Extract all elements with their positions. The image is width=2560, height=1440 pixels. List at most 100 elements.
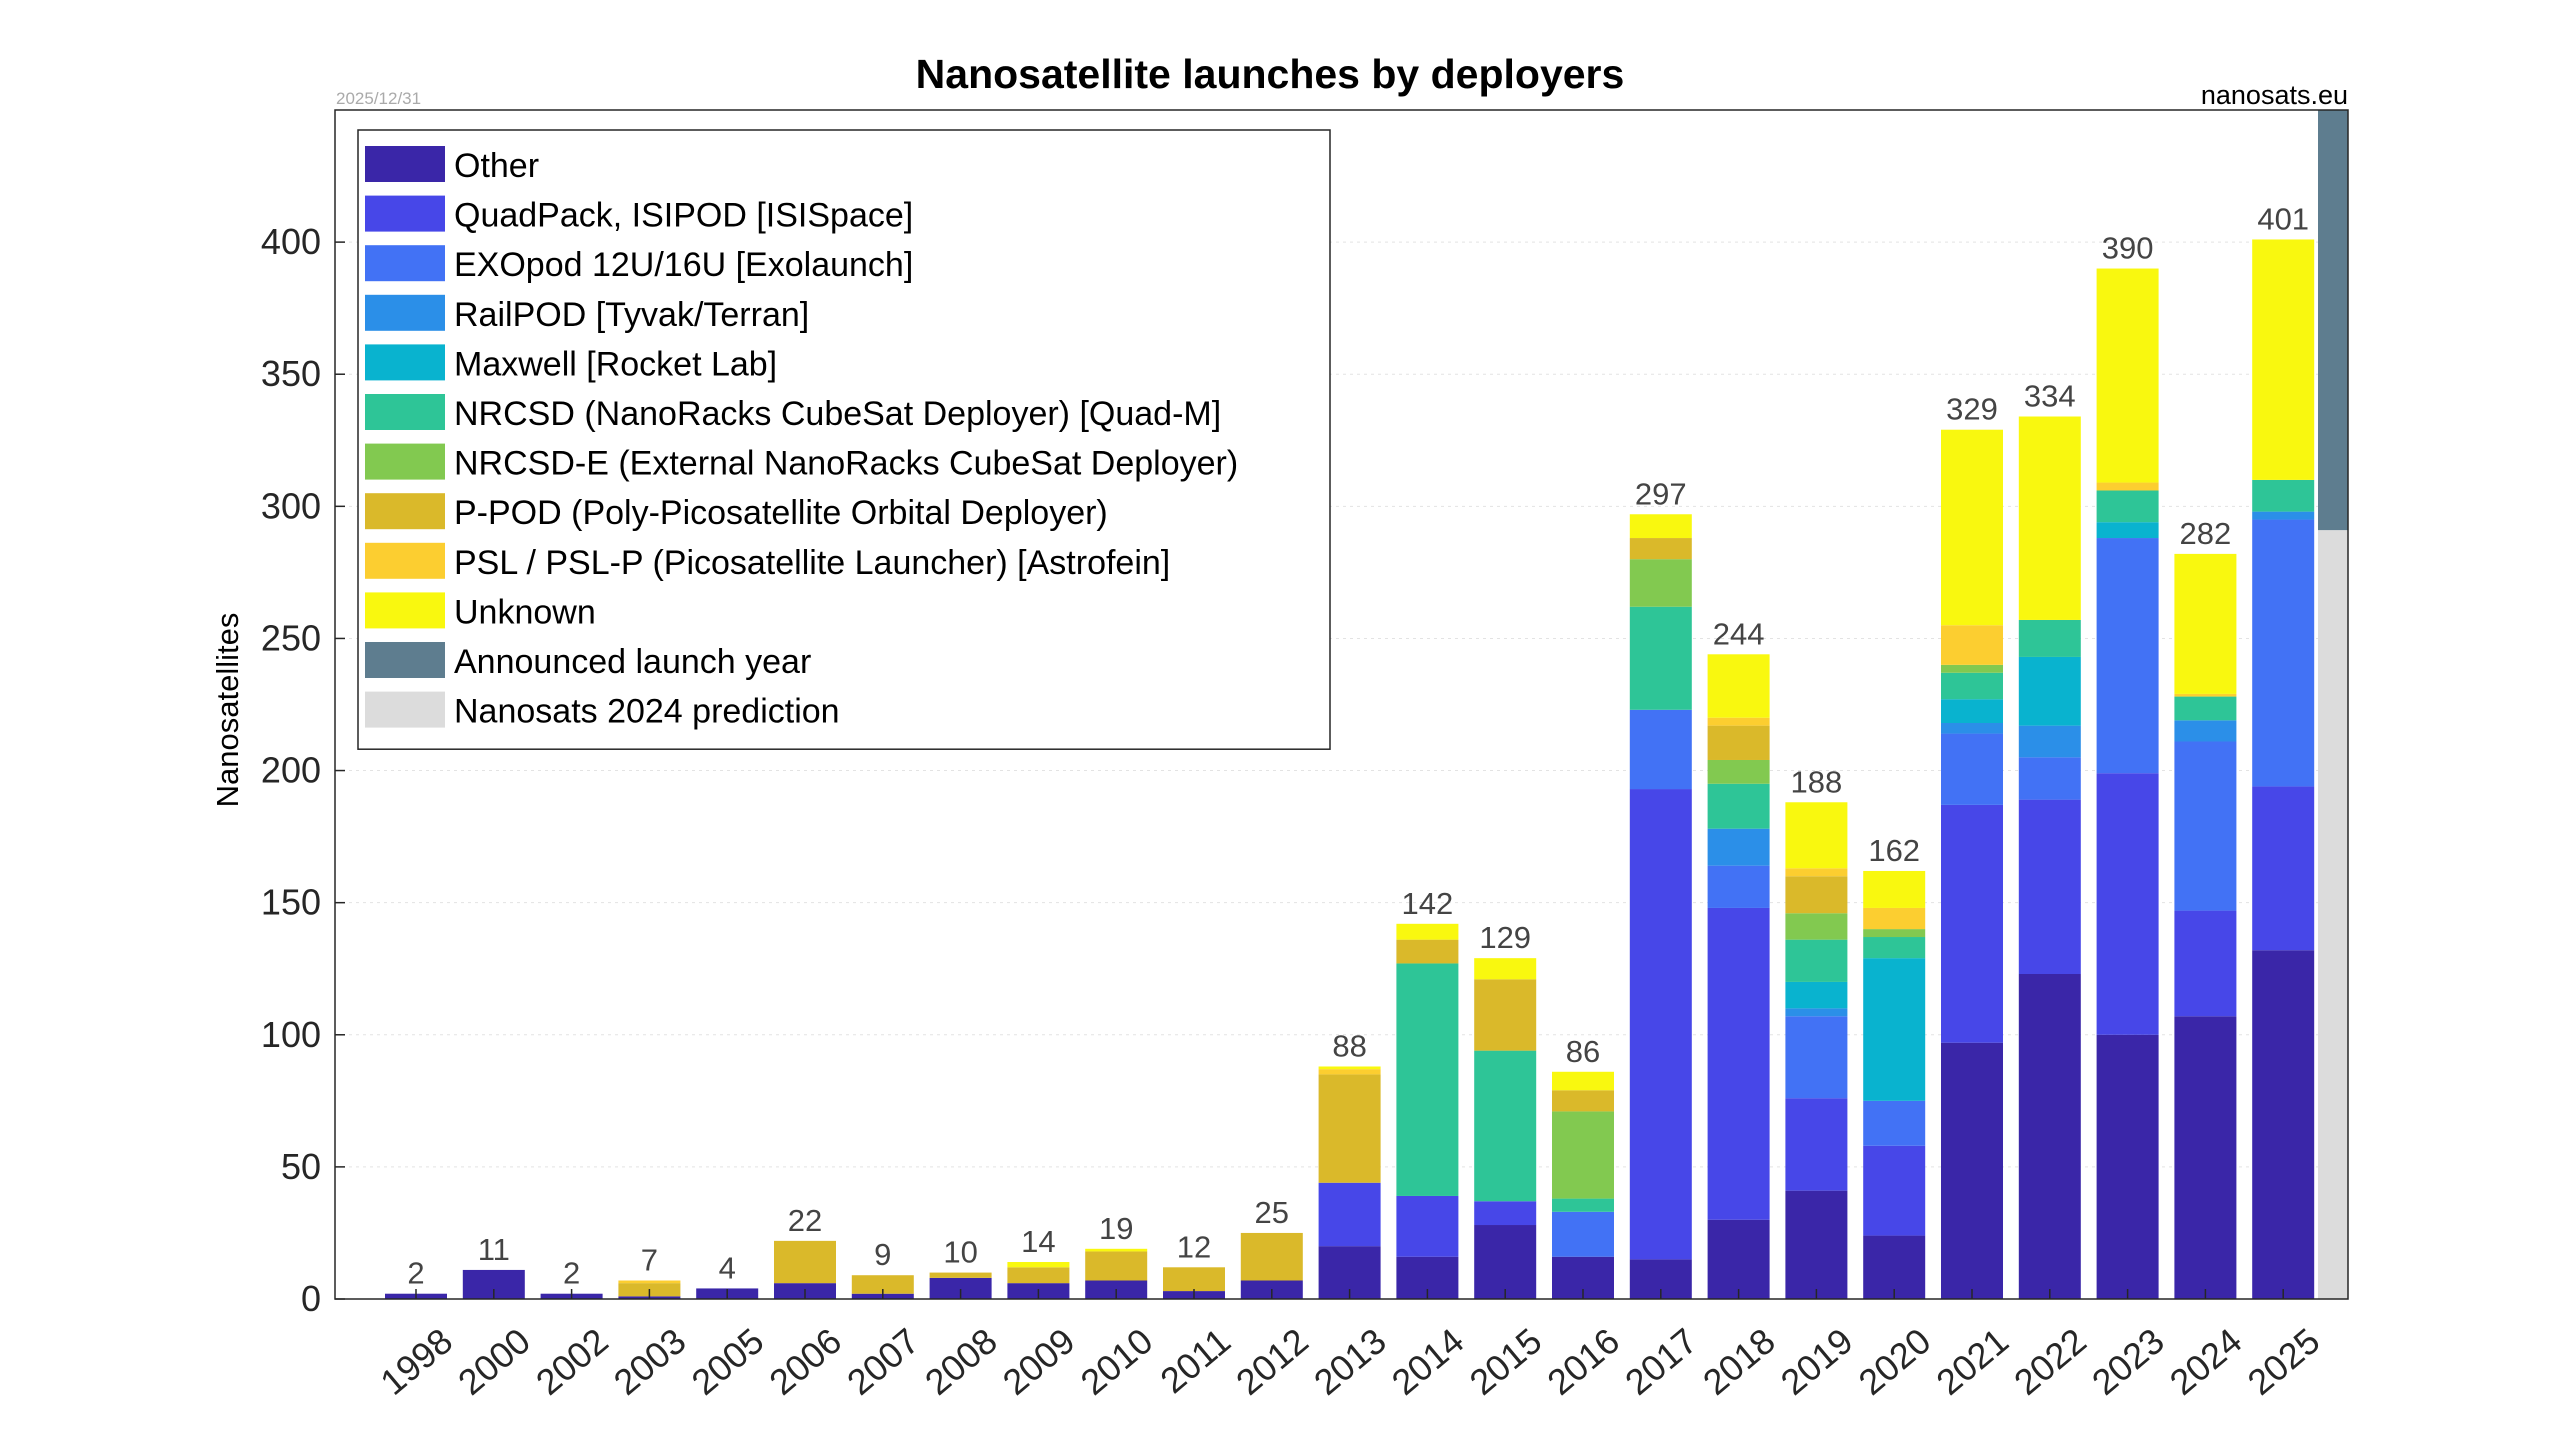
bar-segment — [2018, 416, 2081, 620]
total-label: 86 — [1566, 1034, 1600, 1069]
total-label: 4 — [719, 1250, 736, 1285]
legend-swatch — [365, 542, 445, 579]
bar-segment — [1007, 1262, 1070, 1268]
bar-segment — [1552, 1071, 1614, 1091]
bar-segment — [1941, 429, 2003, 626]
bar-segment — [2252, 479, 2315, 512]
bar-segment — [1707, 783, 1770, 829]
legend-label: Unknown — [454, 593, 596, 631]
total-label: 7 — [641, 1243, 658, 1278]
bar-segment — [1396, 963, 1459, 1196]
bar-segment — [2018, 757, 2081, 800]
bar-segment — [1629, 514, 1692, 539]
y-axis-ticks: 0 50 100 150 200 250 300 350 400 — [261, 221, 345, 1319]
legend-box — [357, 129, 1331, 750]
chart-title: Nanosatellite launches by deployers — [916, 51, 1625, 97]
legend-label: QuadPack, ISIPOD [ISISpace] — [454, 197, 913, 235]
legend-label: Other — [454, 147, 539, 185]
bar-segment — [1941, 722, 2003, 734]
bar-segment — [2018, 656, 2081, 726]
bar-segment — [1007, 1267, 1070, 1284]
bar-segment — [2174, 553, 2237, 694]
legend-label: Announced launch year — [454, 643, 811, 681]
bar-segment — [2252, 786, 2315, 951]
legend-label: Maxwell [Rocket Lab] — [454, 345, 777, 383]
bars — [385, 239, 2315, 1299]
y-tick-label: 150 — [261, 882, 321, 923]
bar-segment — [2096, 538, 2159, 774]
legend-label: P-POD (Poly-Picosatellite Orbital Deploy… — [454, 494, 1108, 532]
legend-label: NRCSD (NanoRacks CubeSat Deployer) [Quad… — [454, 395, 1221, 433]
bar-segment — [1318, 1069, 1381, 1075]
date-stamp: 2025/12/31 — [336, 89, 421, 108]
bar-segment — [1785, 939, 1848, 982]
bar-segment — [851, 1275, 914, 1294]
bar-segment — [1785, 1098, 1848, 1191]
total-label: 334 — [2024, 378, 2076, 413]
bar-segment — [1707, 907, 1770, 1220]
bar-segment — [2174, 696, 2237, 721]
bar-segment — [2174, 741, 2237, 911]
total-label: 10 — [943, 1235, 977, 1270]
legend-swatch — [365, 394, 445, 430]
bar-segment — [1941, 733, 2003, 805]
bar-segment — [1240, 1232, 1303, 1281]
total-label: 9 — [874, 1237, 891, 1272]
bar-segment — [1707, 865, 1770, 908]
bar-segment — [1863, 1100, 1926, 1146]
total-label: 188 — [1791, 764, 1843, 799]
bar-segment — [2252, 239, 2315, 480]
legend-swatch — [365, 592, 445, 629]
bar-segment — [1552, 1198, 1614, 1212]
bar-segment — [1941, 625, 2003, 665]
bar-segment — [1941, 664, 2003, 673]
bar-segment — [2096, 522, 2159, 539]
legend-swatch — [365, 443, 445, 480]
y-axis-title: Nanosatellites — [210, 613, 245, 808]
bar-segment — [2252, 511, 2315, 520]
bar-segment — [1785, 1190, 1848, 1299]
total-label: 129 — [1479, 920, 1531, 955]
edge-column — [2318, 110, 2348, 1299]
total-label: 2 — [563, 1256, 580, 1291]
bar-segment — [1629, 709, 1692, 790]
y-tick-label: 50 — [281, 1146, 321, 1187]
bar-segment — [1396, 1195, 1459, 1257]
total-label: 2 — [407, 1256, 424, 1291]
bar-segment — [2174, 693, 2237, 697]
bar-segment — [1863, 1235, 1926, 1299]
bar-segment — [2018, 799, 2081, 975]
legend-swatch — [365, 642, 445, 678]
bar-segment — [1474, 1201, 1537, 1226]
legend-swatch — [365, 691, 445, 728]
total-label: 390 — [2102, 231, 2154, 266]
source-label: nanosats.eu — [2201, 80, 2348, 110]
bar-segment — [1785, 876, 1848, 914]
bar-segment — [2096, 773, 2159, 1035]
announced-year-column — [2318, 110, 2348, 531]
legend-label: EXOpod 12U/16U [Exolaunch] — [454, 246, 913, 284]
total-label: 244 — [1713, 616, 1765, 651]
bar-segment — [1396, 939, 1459, 964]
bar-segment — [1941, 1042, 2003, 1299]
bar-segment — [1629, 559, 1692, 607]
bar-segment — [618, 1280, 681, 1284]
legend: Other QuadPack, ISIPOD [ISISpace] EXOpod 1… — [357, 129, 1331, 750]
y-tick-label: 0 — [301, 1278, 321, 1319]
bar-segment — [1474, 958, 1537, 980]
bar-segment — [1629, 789, 1692, 1260]
bar-segment — [1474, 1050, 1537, 1202]
bar-segment — [1863, 958, 1926, 1101]
bar-segment — [2096, 482, 2159, 491]
bar-segment — [2096, 268, 2159, 483]
total-label: 12 — [1177, 1229, 1211, 1264]
total-labels: 2 11 2 7 4 22 9 10 14 19 12 25 88 142 129 86 297 244 188 16… — [407, 201, 2309, 1290]
total-label: 25 — [1255, 1195, 1289, 1230]
bar-segment — [2018, 974, 2081, 1299]
bar-segment — [1785, 913, 1848, 940]
legend-label: NRCSD-E (External NanoRacks CubeSat Depl… — [454, 445, 1238, 483]
plot-frame — [334, 109, 2349, 1300]
bar-segment — [1785, 802, 1848, 869]
legend-label: PSL / PSL-P (Picosatellite Launcher) [As… — [454, 544, 1170, 582]
